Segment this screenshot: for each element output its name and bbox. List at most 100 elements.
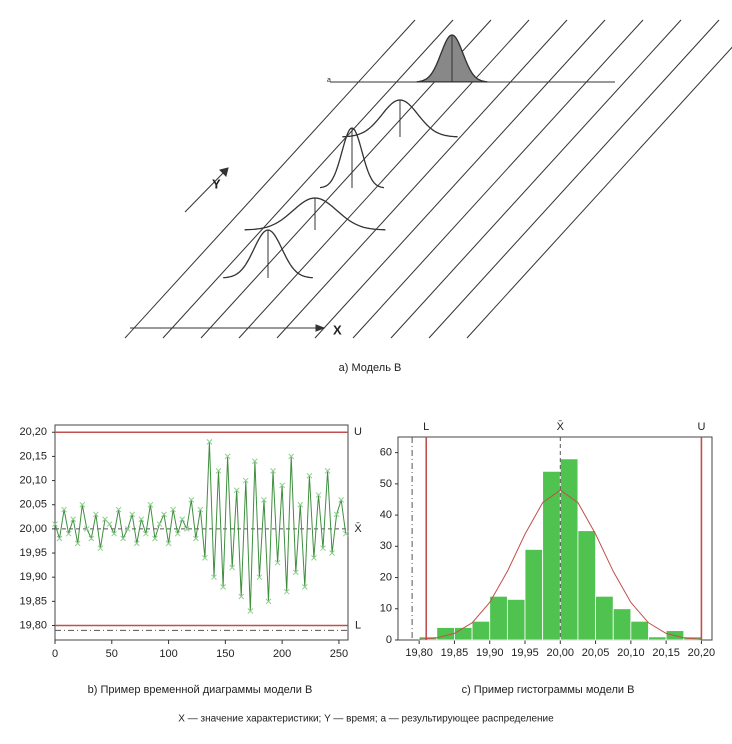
x-tick-label: 20,15 <box>652 647 680 659</box>
data-marker <box>333 511 340 518</box>
reference-label: U <box>354 426 362 438</box>
data-marker <box>238 593 245 600</box>
data-marker <box>342 530 349 537</box>
x-tick-label: 19,90 <box>476 647 504 659</box>
data-marker <box>111 530 117 537</box>
diagonal <box>124 19 416 339</box>
data-marker <box>97 545 104 552</box>
data-marker <box>206 439 213 445</box>
data-marker <box>83 526 90 532</box>
data-marker <box>311 555 317 561</box>
data-marker <box>338 497 345 503</box>
y-tick-label: 19,85 <box>19 595 47 607</box>
x-tick-label: 20,20 <box>688 647 716 659</box>
y-tick-label: 20,10 <box>19 474 47 486</box>
data-marker <box>133 540 140 547</box>
diagonal <box>238 19 530 339</box>
x-tick-label: 0 <box>52 648 58 660</box>
y-tick-label: 20,00 <box>19 523 47 535</box>
y-tick-label: 20,05 <box>19 499 47 511</box>
data-marker <box>274 559 281 566</box>
data-marker <box>70 516 77 523</box>
data-marker <box>188 497 195 503</box>
data-marker <box>152 535 158 542</box>
bar <box>595 595 614 641</box>
data-marker <box>306 472 313 479</box>
data-marker <box>279 482 285 489</box>
data-marker <box>197 506 204 513</box>
y-tick-label: 60 <box>380 447 392 459</box>
bar <box>489 595 508 641</box>
x-tick-label: 20,10 <box>617 647 645 659</box>
bar <box>471 620 491 641</box>
diagonal <box>352 19 644 339</box>
data-marker <box>161 511 167 518</box>
data-marker <box>224 453 231 460</box>
reference-label: L <box>355 619 361 631</box>
data-marker <box>120 535 126 542</box>
bar <box>612 608 632 641</box>
bar <box>454 627 473 641</box>
x-tick-label: 50 <box>106 648 118 660</box>
data-marker <box>52 521 58 527</box>
data-marker <box>215 468 222 474</box>
bar <box>648 636 667 641</box>
footnote: X — значение характеристики; Y — время; … <box>178 714 554 725</box>
data-marker <box>88 535 95 542</box>
data-marker <box>265 598 272 605</box>
data-marker <box>192 535 199 542</box>
x-tick-label: 19,80 <box>405 647 433 659</box>
data-marker <box>174 530 181 537</box>
bar <box>630 620 649 641</box>
y-tick-label: 30 <box>380 540 392 552</box>
y-tick-label: 10 <box>380 603 392 615</box>
bar <box>559 458 579 641</box>
data-marker <box>124 526 131 532</box>
caption-a: а) Модель В <box>339 362 402 374</box>
data-marker <box>183 526 190 532</box>
bar <box>506 599 526 641</box>
y-tick-label: 50 <box>380 478 392 490</box>
y-tick-label: 19,95 <box>19 547 47 559</box>
axis-x-label: X <box>333 322 342 337</box>
data-marker <box>247 608 254 614</box>
x-tick-label: 19,85 <box>441 647 469 659</box>
data-line <box>54 441 347 612</box>
y-tick-label: 19,90 <box>19 571 47 583</box>
reference-label: L <box>423 421 429 433</box>
diagonal <box>428 19 720 339</box>
data-marker <box>320 545 326 552</box>
diagonal <box>162 19 454 339</box>
data-marker <box>329 550 335 556</box>
arrow-y <box>184 167 229 213</box>
data-marker <box>65 530 72 537</box>
data-marker <box>242 477 249 484</box>
axis-y-label: Y <box>212 176 221 191</box>
data-marker <box>211 574 217 581</box>
data-marker <box>202 555 208 561</box>
y-tick-label: 20,20 <box>19 426 47 438</box>
x-tick-label: 20,05 <box>582 647 610 659</box>
reference-label: X̄ <box>354 522 362 535</box>
data-marker <box>315 492 322 498</box>
data-marker <box>142 530 149 537</box>
data-marker <box>301 584 308 590</box>
reference-label: X̄ <box>557 420 565 433</box>
data-marker <box>56 535 63 542</box>
data-marker <box>115 506 122 513</box>
y-tick-label: 20,15 <box>19 450 47 462</box>
data-marker <box>261 497 267 503</box>
x-tick-label: 20,00 <box>547 647 575 659</box>
model-diagram <box>124 19 732 339</box>
bar <box>524 549 544 641</box>
data-marker <box>156 521 163 527</box>
data-marker <box>147 501 154 508</box>
data-marker <box>324 468 331 474</box>
y-tick-label: 19,80 <box>19 619 47 631</box>
caption-b: b) Пример временной диаграммы модели В <box>88 684 313 696</box>
data-marker <box>74 540 81 547</box>
bar <box>577 530 596 641</box>
data-marker <box>102 516 108 523</box>
y-tick-label: 20 <box>380 571 392 583</box>
data-marker <box>233 487 240 494</box>
